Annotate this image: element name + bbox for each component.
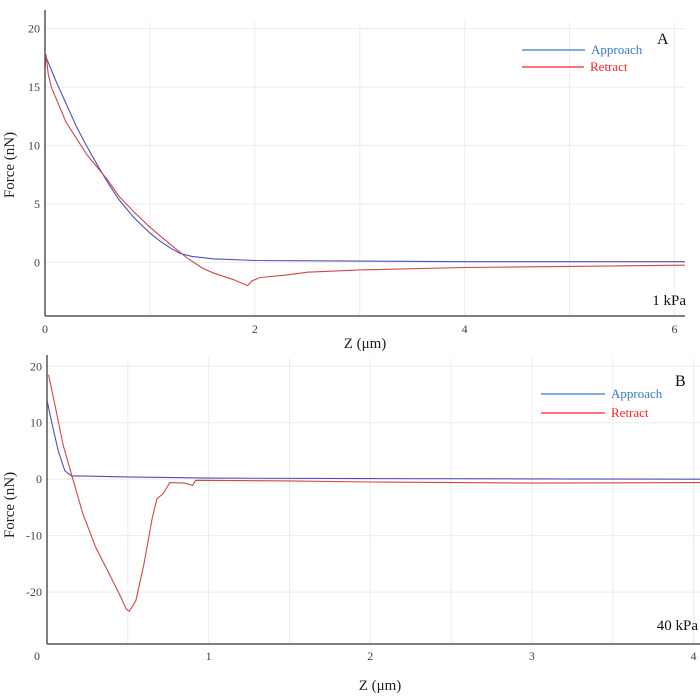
panel-b-series xyxy=(46,374,700,613)
panel-a-y-tick-label: 10 xyxy=(28,138,40,152)
panel-a-x-tick-label: 4 xyxy=(462,322,468,336)
panel-a-label: A xyxy=(657,31,669,48)
panel-b-x-tick-label: 2 xyxy=(367,649,373,663)
panel-a-chart: 0 2 4 6 0 5 10 15 20 Z (μm) Force (nN) A 1 kPa A… xyxy=(2,10,686,352)
panel-b-y-tick-label: -20 xyxy=(26,585,42,599)
panel-b-y-tick-label: 0 xyxy=(36,472,42,486)
panel-a-y-tick-label: 15 xyxy=(28,80,40,94)
panel-b-axes xyxy=(46,355,700,645)
panel-a-legend-approach: Approach xyxy=(591,42,643,57)
panel-b-x-tick-label: 0 xyxy=(34,649,40,663)
panel-b-legend-retract: Retract xyxy=(611,405,649,420)
panel-a-x-tick-label: 0 xyxy=(42,322,48,336)
panel-b-ticks: 0 1 2 3 4 20 10 0 -10 -20 xyxy=(26,359,697,663)
panel-a-legend: Approach Retract xyxy=(522,42,643,74)
panel-b-label: B xyxy=(675,373,686,390)
panel-b-x-axis-label: Z (μm) xyxy=(359,678,402,694)
panel-b-legend-approach: Approach xyxy=(611,386,663,401)
panel-a-annotation: 1 kPa xyxy=(652,293,686,309)
panel-b-y-tick-label: 10 xyxy=(30,416,42,430)
panel-b-chart: 0 1 2 3 4 20 10 0 -10 -20 Z (μm) Force (nN) B 40 … xyxy=(2,355,700,694)
panel-a-y-tick-label: 20 xyxy=(28,22,40,36)
panel-a-x-tick-label: 6 xyxy=(672,322,678,336)
panel-b-approach-line xyxy=(46,400,700,480)
panel-a-y-tick-label: 0 xyxy=(34,255,40,269)
panel-a-y-tick-label: 5 xyxy=(34,197,40,211)
panel-b-x-tick-label: 1 xyxy=(206,649,212,663)
panel-b-x-tick-label: 3 xyxy=(529,649,535,663)
panel-a-grid xyxy=(45,22,685,316)
panel-b-grid xyxy=(47,358,700,644)
panel-b-retract-line xyxy=(48,374,700,613)
panel-a-axes xyxy=(44,10,685,317)
panel-a-x-axis-label: Z (μm) xyxy=(344,336,387,352)
panel-b-y-axis-label: Force (nN) xyxy=(2,472,18,538)
panel-a-series xyxy=(44,54,686,287)
panel-b-y-tick-label: 20 xyxy=(30,359,42,373)
panel-a-ticks: 0 2 4 6 0 5 10 15 20 xyxy=(28,22,678,336)
panel-a-y-axis-label: Force (nN) xyxy=(2,132,18,198)
panel-b-y-tick-label: -10 xyxy=(26,529,42,543)
panel-b-legend: Approach Retract xyxy=(541,386,663,420)
panel-b-annotation: 40 kPa xyxy=(657,618,699,634)
panel-a-approach-line xyxy=(44,54,685,263)
panel-a-legend-retract: Retract xyxy=(590,59,628,74)
panel-a-retract-line xyxy=(44,54,686,287)
panel-b-x-tick-label: 4 xyxy=(691,649,697,663)
panel-a-x-tick-label: 2 xyxy=(252,322,258,336)
